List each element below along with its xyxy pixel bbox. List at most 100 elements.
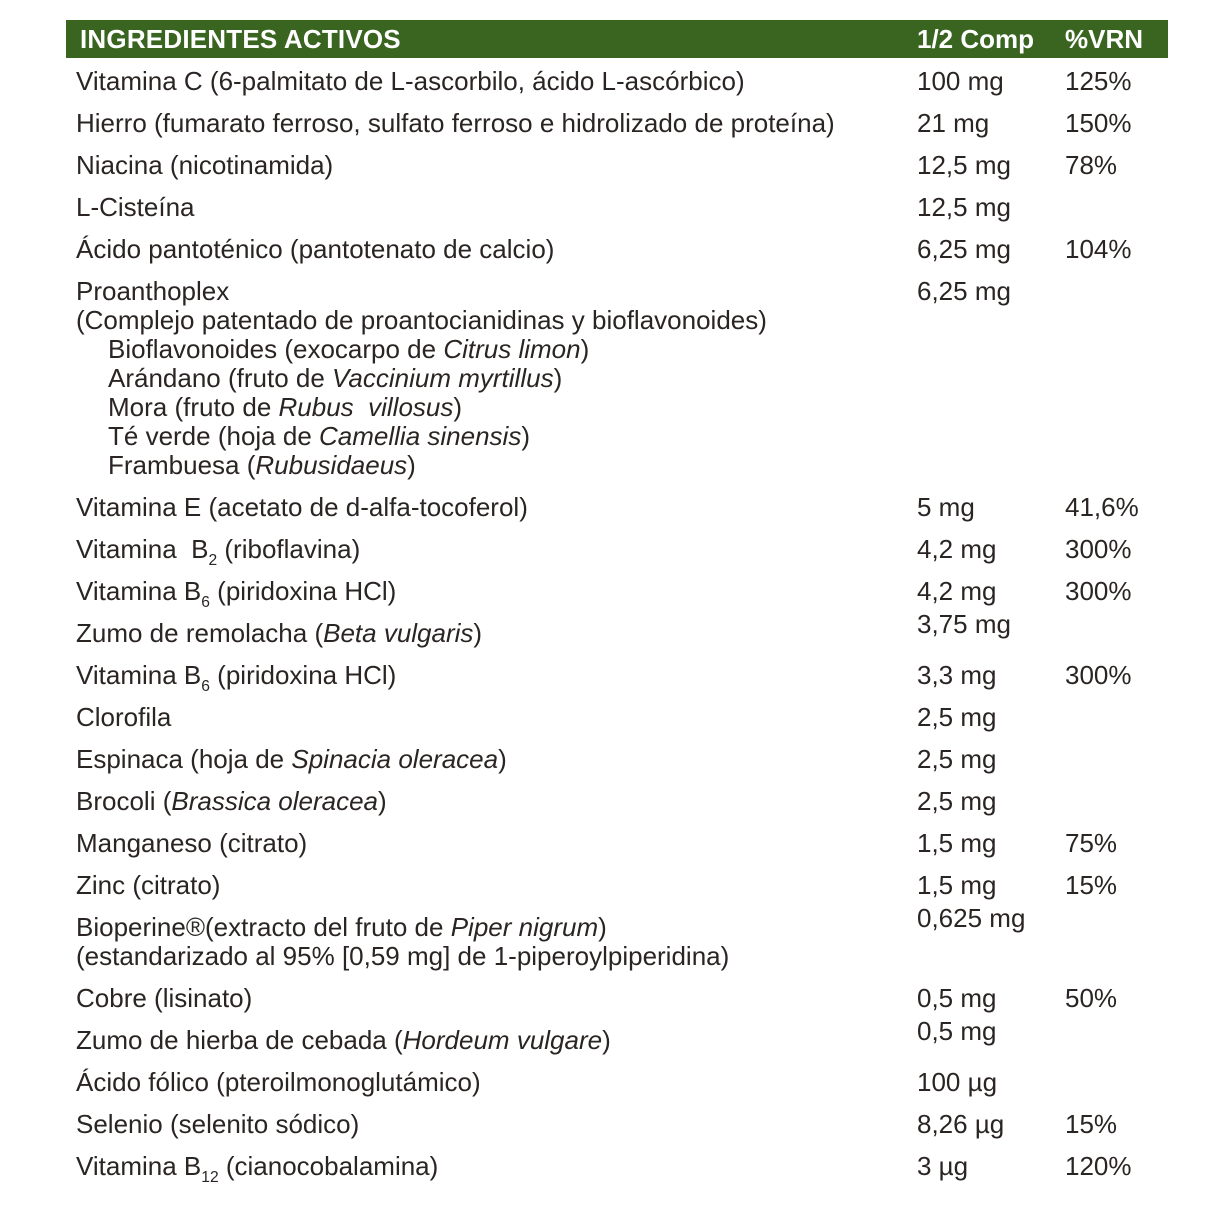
- ingredient-line: Manganeso (citrato): [76, 829, 917, 858]
- ingredient-line: Ácido pantoténico (pantotenato de calcio…: [76, 235, 917, 264]
- table-row: Vitamina B12 (cianocobalamina) 3 µg 120%: [66, 1151, 1168, 1186]
- ingredient-line: Bioperine®(extracto del fruto de Piper n…: [76, 913, 917, 942]
- vrn-value: 15%: [1065, 1109, 1118, 1139]
- table-row: Cobre (lisinato) 0,5 mg 50%: [66, 984, 1168, 1013]
- ingredient-line: Vitamina B6 (piridoxina HCl): [76, 660, 917, 695]
- vrn-value: 75%: [1065, 828, 1118, 858]
- table-row: Vitamina E (acetato de d-alfa-tocoferol)…: [66, 493, 1168, 522]
- table-row: Niacina (nicotinamida) 12,5 mg 78%: [66, 151, 1168, 180]
- vrn-value: 300%: [1065, 576, 1132, 606]
- latin-name: Beta vulgaris: [323, 618, 474, 648]
- amount-value: 0,5 mg: [917, 983, 997, 1013]
- text: Vitamina B: [76, 660, 202, 690]
- text: ): [473, 618, 483, 648]
- ingredient-name: Vitamina B2 (riboflavina): [66, 534, 917, 569]
- text: Ácido pantoténico (pantotenato de calcio…: [76, 234, 555, 264]
- ingredient-name: Vitamina B12 (cianocobalamina): [66, 1151, 917, 1186]
- vrn-value: 78%: [1065, 150, 1118, 180]
- vrn-value: 300%: [1065, 534, 1132, 564]
- latin-name: Spinacia oleracea: [291, 744, 499, 774]
- table-row: Zumo de hierba de cebada (Hordeum vulgar…: [66, 1017, 1168, 1055]
- table-row: Vitamina C (6-palmitato de L-ascorbilo, …: [66, 67, 1168, 96]
- text: L-Cisteína: [76, 192, 195, 222]
- text: Mora (fruto de: [108, 392, 279, 422]
- amount-value: 4,2 mg: [917, 534, 997, 564]
- ingredient-line: (Complejo patentado de proantocianidinas…: [76, 306, 917, 335]
- table-body: Vitamina C (6-palmitato de L-ascorbilo, …: [66, 58, 1168, 1186]
- vrn-value: 125%: [1065, 66, 1132, 96]
- amount-value: 5 mg: [917, 492, 975, 522]
- table-row: Proanthoplex (Complejo patentado de proan…: [66, 277, 1168, 480]
- table-row: Espinaca (hoja de Spinacia oleracea) 2,5 …: [66, 745, 1168, 774]
- text: (piridoxina HCl): [209, 660, 397, 690]
- ingredient-line: Frambuesa (Rubusidaeus): [76, 451, 917, 480]
- ingredient-line: Arándano (fruto de Vaccinium myrtillus): [76, 364, 917, 393]
- text: Frambuesa (: [108, 450, 256, 480]
- ingredient-name: Bioperine®(extracto del fruto de Piper n…: [66, 913, 917, 971]
- text: Niacina (nicotinamida): [76, 150, 334, 180]
- ingredient-name: Selenio (selenito sódico): [66, 1110, 917, 1139]
- text: Vitamina C (6-palmitato de L-ascorbilo, …: [76, 66, 745, 96]
- text: Proanthoplex: [76, 276, 230, 306]
- amount-value: 3,3 mg: [917, 660, 997, 690]
- ingredient-name: Zinc (citrato): [66, 871, 917, 900]
- table-row: Zinc (citrato) 1,5 mg 15%: [66, 871, 1168, 900]
- amount-value: 0,625 mg: [917, 903, 1026, 933]
- amount-value: 1,5 mg: [917, 828, 997, 858]
- amount-value: 2,5 mg: [917, 786, 997, 816]
- ingredient-name: Vitamina E (acetato de d-alfa-tocoferol): [66, 493, 917, 522]
- amount-value: 100 µg: [917, 1067, 998, 1097]
- vrn-value: 150%: [1065, 108, 1132, 138]
- ingredient-line: Zumo de hierba de cebada (Hordeum vulgar…: [76, 1026, 917, 1055]
- amount-value: 3,75 mg: [917, 609, 1011, 639]
- amount-value: 12,5 mg: [917, 192, 1011, 222]
- text: Vitamina B: [76, 534, 209, 564]
- text: Bioperine®(extracto del fruto de: [76, 912, 451, 942]
- text: (Complejo patentado de proantocianidinas…: [76, 305, 767, 335]
- text: Espinaca (hoja de: [76, 744, 292, 774]
- subscript: 6: [201, 594, 210, 612]
- amount-value: 3 µg: [917, 1151, 969, 1181]
- ingredient-line: Clorofila: [76, 703, 917, 732]
- text: (riboflavina): [217, 534, 361, 564]
- ingredient-name: Cobre (lisinato): [66, 984, 917, 1013]
- amount-value: 2,5 mg: [917, 744, 997, 774]
- text: Vitamina B: [76, 1151, 202, 1181]
- table-row: Bioperine®(extracto del fruto de Piper n…: [66, 904, 1168, 971]
- latin-name: Hordeum vulgare: [402, 1025, 603, 1055]
- ingredient-line: Té verde (hoja de Camellia sinensis): [76, 422, 917, 451]
- ingredient-line: L-Cisteína: [76, 193, 917, 222]
- vrn-value: 50%: [1065, 983, 1118, 1013]
- text: Zumo de remolacha (: [76, 618, 324, 648]
- vrn-value: 41,6%: [1065, 492, 1139, 522]
- text: Cobre (lisinato): [76, 983, 253, 1013]
- vrn-value: 300%: [1065, 660, 1132, 690]
- ingredient-name: Ácido fólico (pteroilmonoglutámico): [66, 1068, 917, 1097]
- ingredient-name: Clorofila: [66, 703, 917, 732]
- table-row: Zumo de remolacha (Beta vulgaris) 3,75 mg: [66, 610, 1168, 648]
- ingredient-name: Vitamina C (6-palmitato de L-ascorbilo, …: [66, 67, 917, 96]
- amount-value: 6,25 mg: [917, 234, 1011, 264]
- subscript: 2: [208, 552, 218, 570]
- latin-name: Rubusidaeus: [255, 450, 408, 480]
- amount-value: 1,5 mg: [917, 870, 997, 900]
- text: Clorofila: [76, 702, 172, 732]
- column-header-vrn: %VRN: [1065, 23, 1144, 54]
- amount-value: 6,25 mg: [917, 276, 1011, 306]
- amount-value: 21 mg: [917, 108, 990, 138]
- ingredient-name: Ácido pantoténico (pantotenato de calcio…: [66, 235, 917, 264]
- vrn-value: 120%: [1065, 1151, 1132, 1181]
- subscript: 12: [201, 1169, 219, 1187]
- amount-value: 0,5 mg: [917, 1016, 997, 1046]
- text: ): [498, 744, 507, 774]
- table-row: Manganeso (citrato) 1,5 mg 75%: [66, 829, 1168, 858]
- ingredient-line: Zumo de remolacha (Beta vulgaris): [76, 619, 917, 648]
- ingredient-line: Vitamina E (acetato de d-alfa-tocoferol): [76, 493, 917, 522]
- text: (piridoxina HCl): [209, 576, 397, 606]
- table-row: Brocoli (Brassica oleracea) 2,5 mg: [66, 787, 1168, 816]
- text: ): [407, 450, 416, 480]
- latin-name: Piper nigrum: [450, 912, 599, 942]
- table-row: Hierro (fumarato ferroso, sulfato ferros…: [66, 109, 1168, 138]
- text: ): [521, 421, 530, 451]
- ingredient-name: Niacina (nicotinamida): [66, 151, 917, 180]
